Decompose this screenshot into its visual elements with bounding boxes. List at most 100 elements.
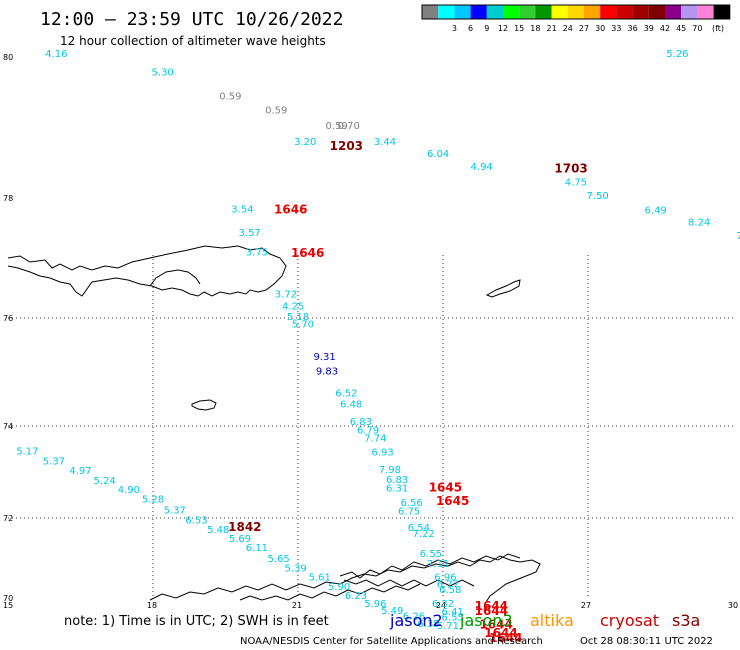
wave-height-value: 5.39 (284, 564, 306, 575)
wave-height-value: 6.56 (400, 498, 422, 509)
legend-tick-label: 15 (514, 24, 524, 33)
legend-tick-label: 27 (579, 24, 589, 33)
wave-height-value: 5.37 (43, 457, 65, 468)
pass-time: 1842 (228, 520, 261, 534)
latitude-label: 76 (3, 314, 13, 323)
wave-height-value: 0.70 (338, 121, 360, 132)
wave-height-value: 6.55 (442, 612, 464, 623)
wave-height-value: 5.17 (16, 447, 38, 458)
wave-height-value: 6.41 (442, 607, 464, 618)
wave-height-value: 6.11 (246, 543, 268, 554)
legend-swatch (681, 5, 698, 19)
pass-time: 1644 (479, 617, 512, 631)
wave-height-value: 9.31 (313, 352, 335, 363)
legend-tick-label: 18 (530, 24, 540, 33)
pass-time-labels: 1203170316461646164516451842164416441644… (228, 139, 588, 645)
wave-height-value: 5.70 (292, 320, 314, 331)
wave-height-value: 4.75 (565, 177, 587, 188)
wave-height-value: 5.30 (152, 67, 174, 78)
wave-height-value: 5.48 (207, 525, 229, 536)
wave-height-value: 4.94 (471, 162, 493, 173)
wave-height-value: 9.83 (316, 367, 338, 378)
pass-time: 1644 (489, 631, 522, 645)
wave-height-value: 5.69 (229, 534, 251, 545)
satellite-name: jason3 (459, 611, 513, 630)
latitude-label: 80 (3, 53, 13, 62)
wave-height-value: 6.79 (357, 425, 379, 436)
legend-swatch (519, 5, 536, 19)
wave-height-value: 6.75 (398, 506, 420, 517)
pass-time: 1646 (291, 246, 324, 260)
legend-swatch (535, 5, 552, 19)
kong-karls-land (485, 279, 521, 298)
legend-frame (421, 4, 731, 20)
pass-time: 1645 (436, 494, 469, 508)
footer-timestamp: Oct 28 08:30:11 UTC 2022 (580, 636, 713, 647)
longitude-label: 21 (292, 601, 302, 610)
norway-fjords (339, 553, 521, 579)
pass-time: 1703 (554, 162, 587, 176)
legend-swatch (454, 5, 471, 19)
legend-tick-label: 33 (611, 24, 621, 33)
wave-height-value: 7.74 (364, 434, 386, 445)
wave-height-value: 6.53 (185, 516, 207, 527)
wave-height-value: 4.25 (282, 302, 304, 313)
coastline (7, 245, 541, 603)
wave-height-value: 6.54 (408, 523, 430, 534)
legend-swatch (665, 5, 682, 19)
legend-tick-label: 70 (692, 24, 702, 33)
wave-height-value: 5.71 (437, 621, 459, 632)
legend-tick-label: 12 (498, 24, 508, 33)
satellite-name: cryosat (600, 611, 659, 630)
wave-height-value: 5.37 (164, 505, 186, 516)
wave-height-value: 5.90 (328, 582, 350, 593)
svalbard-inlet (149, 269, 201, 287)
wave-height-value: 3.57 (239, 228, 261, 239)
legend-swatch (470, 5, 487, 19)
wave-height-value: 5.26 (666, 49, 688, 60)
wave-height-value: 6.32 (432, 599, 454, 610)
svalbard-coast (7, 245, 287, 297)
latitude-label: 72 (3, 514, 13, 523)
legend-unit: (ft) (712, 24, 724, 33)
norway-islands (343, 579, 475, 587)
color-scale-legend: 3 6 9 12 15 18 21 24 27 30 33 36 39 42 45 70 (ft) (421, 4, 731, 33)
wave-height-value: 6.55 (420, 549, 442, 560)
wave-height-value: 5.61 (309, 572, 331, 583)
legend-swatch (648, 5, 665, 19)
pass-time: 1644 (475, 604, 508, 618)
wave-height-value: 6.83 (350, 417, 372, 428)
wave-height-value: 3.75 (246, 248, 268, 259)
wave-height-observations: 4.165.300.590.590.590.703.20 3.446.044.94… (16, 49, 740, 632)
page-subtitle: 12 hour collection of altimeter wave hei… (60, 34, 326, 48)
pass-time: 1203 (330, 139, 363, 153)
wave-height-value: 5.49 (381, 606, 403, 617)
wave-height-value: 6.35 (417, 619, 439, 630)
satellite-name: s3a (672, 611, 700, 630)
legend-tick-label: 36 (628, 24, 638, 33)
wave-height-value: 4.90 (118, 485, 140, 496)
legend-swatch (438, 5, 455, 19)
wave-height-value: 0.59 (265, 105, 287, 116)
wave-height-value: 6.48 (340, 400, 362, 411)
longitude-label: 18 (147, 601, 157, 610)
legend-swatch (567, 5, 584, 19)
longitude-label: 24 (436, 601, 446, 610)
legend-swatch (486, 5, 503, 19)
legend-swatch (584, 5, 601, 19)
legend-swatch (600, 5, 617, 19)
satellite-legend: jason2 jason3 altika cryosat s3a (389, 611, 700, 630)
legend-swatch (632, 5, 649, 19)
wave-height-value: 6.04 (427, 149, 449, 160)
wave-height-value: 6.93 (371, 447, 393, 458)
wave-height-value: 5.96 (364, 599, 386, 610)
page-title: 12:00 – 23:59 UTC 10/26/2022 (40, 9, 343, 30)
norway-coast (149, 555, 541, 603)
wave-height-value: 4.97 (69, 466, 91, 477)
wave-height-value: 7.50 (587, 191, 609, 202)
longitude-label: 15 (3, 601, 13, 610)
norway-inner (239, 583, 421, 601)
legend-swatch (616, 5, 633, 19)
latitude-label: 74 (3, 422, 13, 431)
wave-height-value: 3.72 (275, 290, 297, 301)
